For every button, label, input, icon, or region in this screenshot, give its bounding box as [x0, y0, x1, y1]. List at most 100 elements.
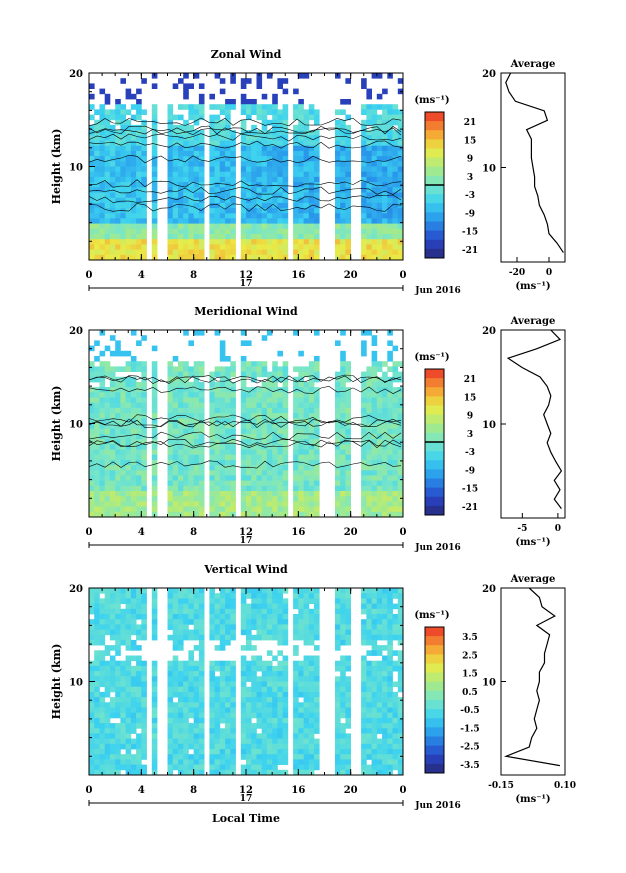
heatmap-cell: [256, 109, 263, 115]
heatmap-cell: [109, 439, 116, 445]
heatmap-cell: [371, 444, 378, 450]
heatmap-cell: [151, 361, 158, 367]
heatmap-cell: [345, 506, 351, 513]
heatmap-cell: [172, 218, 179, 224]
heatmap-cell: [99, 598, 106, 604]
heatmap-cell: [392, 681, 399, 688]
heatmap-cell: [397, 433, 404, 440]
heatmap-cell: [94, 650, 100, 656]
heatmap-cell: [298, 759, 304, 765]
heatmap-cell: [251, 244, 257, 250]
heatmap-cell: [387, 723, 393, 729]
heatmap-cell: [361, 145, 367, 152]
heatmap-cell: [240, 228, 247, 235]
heatmap-cell: [361, 671, 367, 677]
heatmap-cell: [94, 759, 100, 765]
heatmap-cell: [282, 376, 289, 383]
heatmap-cell: [94, 754, 100, 760]
heatmap-cell: [94, 707, 100, 714]
heatmap-cell: [225, 114, 231, 121]
day-label: 17: [240, 794, 253, 804]
heatmap-cell: [282, 619, 289, 625]
heatmap-cell: [266, 624, 273, 630]
heatmap-cell: [104, 156, 111, 162]
heatmap-cell: [382, 598, 388, 604]
heatmap-cell: [109, 208, 116, 214]
heatmap-cell: [272, 423, 278, 430]
heatmap-cell: [214, 598, 221, 604]
heatmap-cell: [214, 702, 221, 708]
heatmap-cell: [277, 743, 283, 750]
heatmap-cell: [246, 244, 252, 250]
heatmap-cell: [240, 655, 247, 662]
heatmap-cell: [345, 99, 351, 105]
heatmap-cell: [266, 119, 273, 126]
heatmap-cell: [99, 145, 106, 152]
heatmap-cell: [303, 506, 310, 513]
heatmap-cell: [240, 192, 247, 199]
heatmap-cell: [361, 413, 367, 419]
heatmap-cell: [246, 223, 252, 230]
heatmap-cell: [308, 104, 315, 110]
heatmap-cell: [219, 707, 226, 714]
heatmap-cell: [89, 104, 95, 110]
heatmap-cell: [261, 598, 268, 604]
heatmap-cell: [282, 608, 289, 615]
heatmap-cell: [298, 449, 304, 456]
heatmap-cell: [188, 239, 194, 245]
heatmap-cell: [104, 743, 111, 750]
heatmap-cell: [219, 681, 226, 688]
heatmap-cell: [214, 428, 221, 435]
heatmap-cell: [366, 728, 372, 734]
heatmap-cell: [230, 150, 236, 157]
heatmap-cell: [382, 707, 388, 714]
heatmap-cell: [371, 161, 378, 167]
heatmap-cell: [193, 749, 200, 755]
heatmap-cell: [361, 681, 367, 688]
heatmap-cell: [120, 697, 126, 703]
heatmap-cell: [214, 197, 221, 204]
heatmap-cell: [115, 702, 121, 708]
heatmap-cell: [371, 218, 378, 224]
heatmap-cell: [183, 759, 189, 765]
heatmap-cell: [151, 83, 158, 89]
heatmap-cell: [282, 402, 289, 409]
heatmap-cell: [225, 145, 231, 152]
heatmap-cell: [183, 749, 189, 755]
heatmap-cell: [130, 764, 137, 771]
heatmap-cell: [345, 608, 351, 615]
heatmap-cell: [178, 182, 184, 188]
heatmap-cell: [136, 624, 142, 630]
heatmap-cell: [266, 454, 273, 461]
heatmap-cell: [125, 707, 132, 714]
heatmap-cell: [261, 156, 268, 162]
heatmap-cell: [120, 444, 126, 450]
average-y-tick-label: 20: [482, 69, 496, 80]
heatmap-cell: [115, 176, 121, 183]
heatmap-cell: [115, 645, 121, 651]
heatmap-cell: [188, 459, 194, 466]
heatmap-cell: [99, 712, 106, 719]
heatmap-cell: [130, 459, 137, 466]
heatmap-cell: [261, 712, 268, 719]
heatmap-cell: [303, 511, 310, 518]
heatmap-cell: [120, 239, 126, 245]
heatmap-cell: [230, 176, 236, 183]
heatmap-cell: [193, 598, 200, 604]
heatmap-cell: [130, 712, 137, 719]
heatmap-cell: [183, 681, 189, 688]
heatmap-cell: [193, 608, 200, 615]
heatmap-cell: [282, 433, 289, 440]
heatmap-cell: [89, 749, 95, 755]
heatmap-cell: [345, 444, 351, 450]
heatmap-cell: [188, 208, 194, 214]
heatmap-cell: [340, 330, 346, 336]
heatmap-cell: [214, 686, 221, 693]
heatmap-cell: [94, 681, 100, 688]
heatmap-cell: [298, 629, 304, 636]
heatmap-cell: [94, 470, 100, 476]
heatmap-cell: [225, 465, 231, 471]
heatmap-cell: [303, 407, 310, 414]
heatmap-cell: [314, 234, 320, 240]
heatmap-cell: [266, 511, 273, 518]
